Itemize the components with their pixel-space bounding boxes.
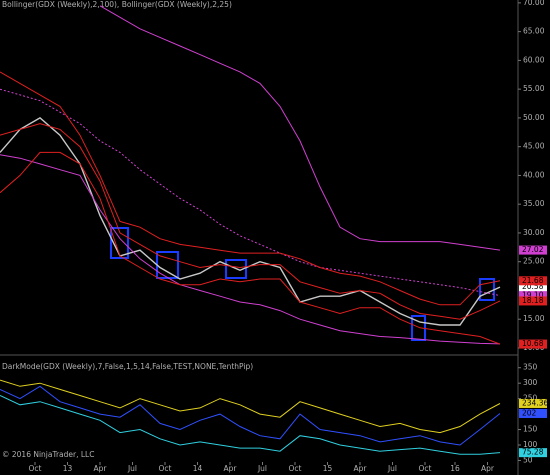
last-value-label: 75.28 xyxy=(522,448,544,457)
y-tick-label: 150 xyxy=(523,425,538,434)
y-tick-label: 25.00 xyxy=(523,257,545,266)
x-tick-label: Oct xyxy=(29,464,42,473)
x-tick-label: Jul xyxy=(257,464,267,473)
x-tick-label: 15 xyxy=(323,464,333,473)
x-tick-label: Apr xyxy=(224,464,238,473)
x-tick-label: Apr xyxy=(94,464,108,473)
last-value-label: 20.58 xyxy=(522,282,544,291)
y-tick-label: 40.00 xyxy=(523,170,545,179)
y-tick-label: 45.00 xyxy=(523,142,545,151)
y-tick-label: 55.00 xyxy=(523,84,545,93)
x-tick-label: Oct xyxy=(159,464,172,473)
y-tick-label: 100 xyxy=(523,440,538,449)
series-line xyxy=(0,151,501,345)
last-value-label: 202 xyxy=(522,408,537,417)
last-value-label: 19.10 xyxy=(522,291,544,300)
x-tick-label: Jul xyxy=(127,464,137,473)
y-tick-label: 35.00 xyxy=(523,199,545,208)
y-tick-label: 15.00 xyxy=(523,314,545,323)
y-tick-label: 300 xyxy=(523,378,538,387)
last-value-box xyxy=(519,339,547,349)
highlight-box xyxy=(411,315,426,341)
indicator-title: DarkMode(GDX (Weekly),7,False,1,5,14,Fal… xyxy=(2,362,253,371)
series-line xyxy=(0,154,501,345)
copyright: © 2016 NinjaTrader, LLC xyxy=(2,450,94,459)
last-value-box xyxy=(519,408,547,418)
y-tick-label: 60.00 xyxy=(523,55,545,64)
last-value-label: 27.02 xyxy=(522,245,544,254)
y-tick-label: 50.00 xyxy=(523,113,545,122)
x-tick-label: 16 xyxy=(450,464,460,473)
last-value-label: 10.68 xyxy=(522,339,544,348)
last-value-label: 18.18 xyxy=(522,296,544,305)
last-value-label: 21.68 xyxy=(522,276,544,285)
y-tick-label: 50 xyxy=(523,455,533,464)
chart-title: Bollinger(GDX (Weekly),2,100), Bollinger… xyxy=(2,0,232,9)
y-tick-label: 65.00 xyxy=(523,27,545,36)
x-tick-label: Apr xyxy=(481,464,495,473)
series-line xyxy=(0,379,501,434)
last-value-box xyxy=(519,296,547,306)
x-tick-label: Jul xyxy=(387,464,397,473)
x-tick-label: 13 xyxy=(63,464,73,473)
series-line xyxy=(99,5,501,251)
last-value-box xyxy=(519,448,547,458)
highlight-box xyxy=(225,259,247,279)
last-value-box xyxy=(519,245,547,255)
last-value-box xyxy=(519,276,547,286)
series-line xyxy=(0,123,501,320)
last-value-box xyxy=(519,282,547,292)
x-tick-label: Oct xyxy=(419,464,432,473)
x-tick-label: Apr xyxy=(354,464,368,473)
y-tick-label: 350 xyxy=(523,363,538,372)
series-line xyxy=(0,385,501,446)
last-value-box xyxy=(519,398,547,408)
series-line xyxy=(0,71,501,306)
y-tick-label: 250 xyxy=(523,394,538,403)
series-line xyxy=(0,395,501,455)
series-line xyxy=(0,88,501,297)
last-value-label: 234.36 xyxy=(522,398,548,407)
last-value-box xyxy=(519,291,547,301)
y-tick-label: 30.00 xyxy=(523,228,545,237)
x-tick-label: 14 xyxy=(193,464,203,473)
highlight-box xyxy=(110,227,129,259)
x-tick-label: Oct xyxy=(289,464,302,473)
y-tick-label: 70.00 xyxy=(523,0,545,7)
